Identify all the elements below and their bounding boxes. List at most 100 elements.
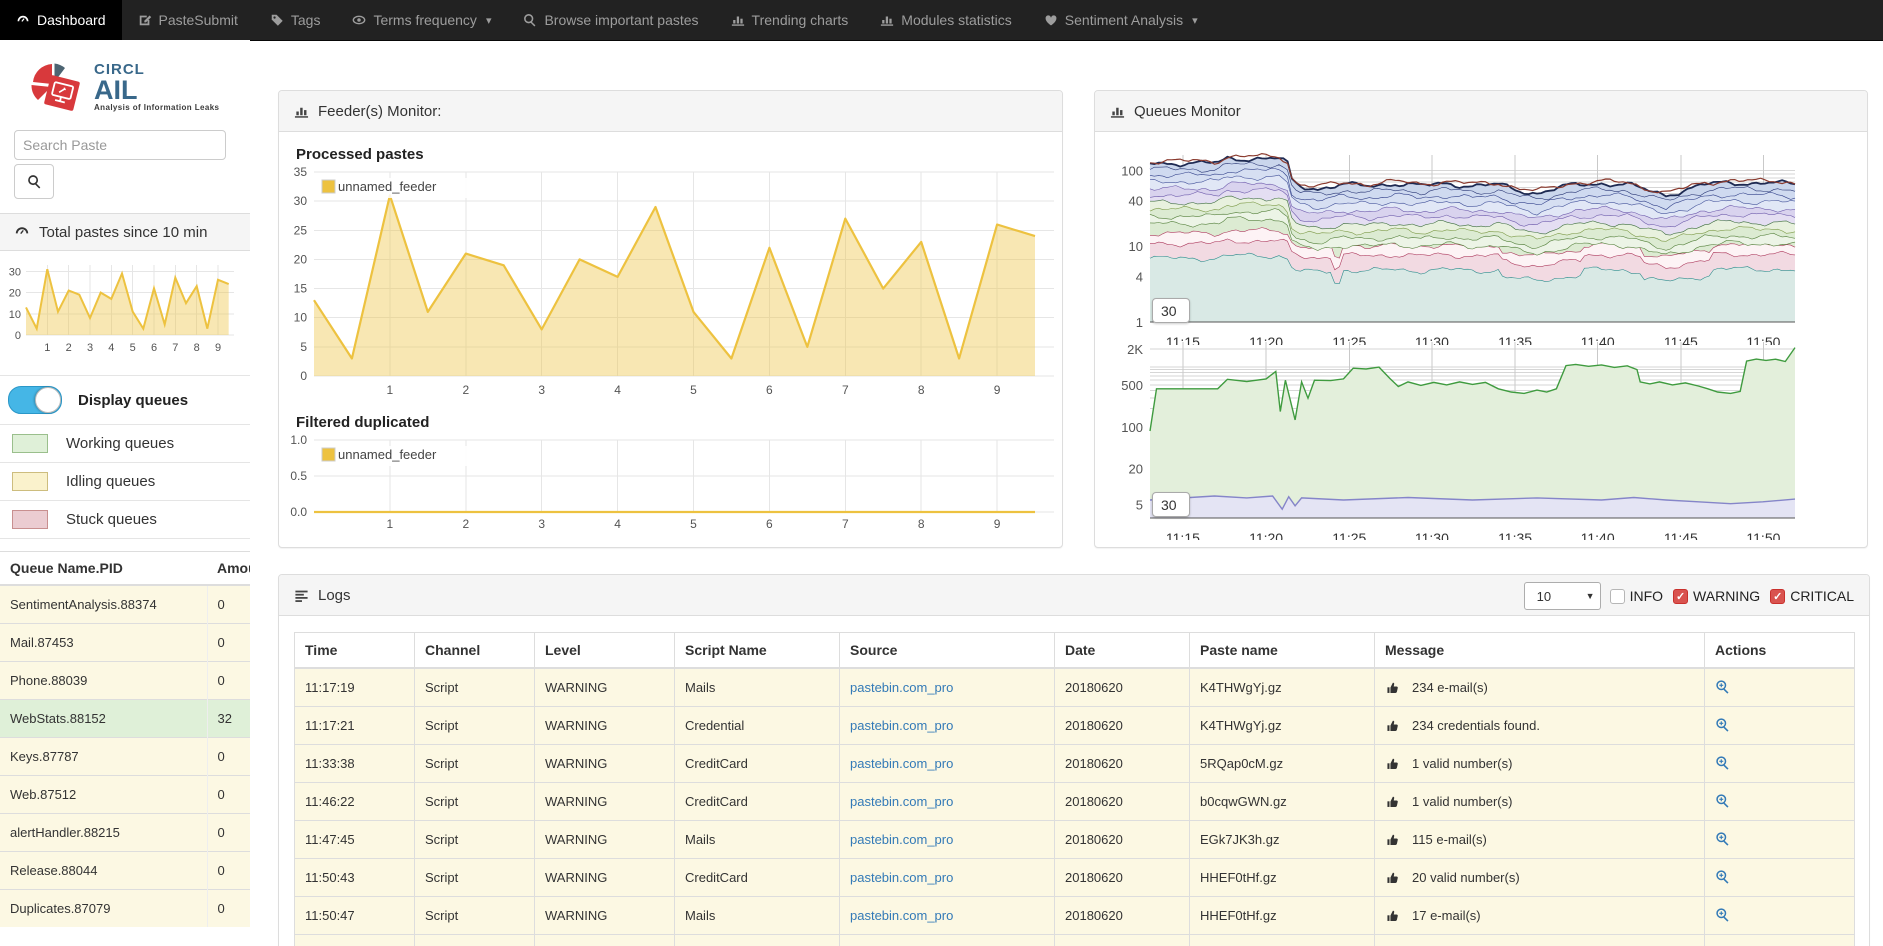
log-level: WARNING <box>534 667 675 707</box>
show-paste-button[interactable] <box>1715 793 1730 808</box>
range-selector-top[interactable]: 30 <box>1152 298 1190 323</box>
filter-critical[interactable]: ✓ CRITICAL <box>1770 588 1854 604</box>
log-time: 11:33:38 <box>294 744 415 783</box>
nav-item-terms-frequency[interactable]: Terms frequency ▾ <box>336 0 507 40</box>
svg-text:2: 2 <box>462 383 469 397</box>
svg-text:3: 3 <box>538 383 545 397</box>
log-channel: Script <box>414 667 535 707</box>
show-paste-button[interactable] <box>1715 755 1730 770</box>
log-level: WARNING <box>534 858 675 897</box>
show-paste-button[interactable] <box>1715 679 1730 694</box>
ail-logo-icon <box>26 58 84 116</box>
queues-rate-chart: 100 40 10 4 1 11:15 11:20 11:25 11:30 11:35 11:40 1… <box>1121 152 1796 345</box>
filter-warning[interactable]: ✓ WARNING <box>1673 588 1760 604</box>
nav-item-trending-charts[interactable]: Trending charts <box>715 0 865 40</box>
display-queues-label: Display queues <box>78 391 189 409</box>
caret-down-icon: ▼ <box>1585 591 1595 601</box>
log-source-link[interactable]: pastebin.com_pro <box>839 858 1055 897</box>
queue-row-phone-88039: Phone.88039 0 <box>0 661 250 700</box>
thumbs-up-icon <box>1385 908 1400 923</box>
queue-name: Keys.87787 <box>0 737 208 776</box>
logs-header-channel: Channel <box>414 632 535 669</box>
log-message: 114 valid number(s) <box>1374 934 1705 946</box>
log-paste-name: HHEF0tHf.gz <box>1189 858 1375 897</box>
svg-text:1: 1 <box>387 383 394 397</box>
caret-down-icon: ▾ <box>485 14 492 27</box>
log-source-link[interactable]: pastebin.com_pro <box>839 934 1055 946</box>
page-size-select[interactable]: 10 ▼ <box>1523 582 1601 610</box>
log-actions <box>1704 858 1855 897</box>
search-button[interactable] <box>14 164 54 199</box>
svg-text:9: 9 <box>215 342 221 354</box>
nav-item-sentiment-analysis[interactable]: Sentiment Analysis ▾ <box>1028 0 1214 40</box>
log-source-link[interactable]: pastebin.com_pro <box>839 706 1055 745</box>
log-actions <box>1704 744 1855 783</box>
search-icon <box>27 174 42 189</box>
svg-text:8: 8 <box>918 383 925 397</box>
show-paste-button[interactable] <box>1715 869 1730 884</box>
log-date: 20180620 <box>1054 858 1190 897</box>
log-actions <box>1704 820 1855 859</box>
legend-swatch <box>12 472 48 491</box>
svg-text:0: 0 <box>15 330 21 342</box>
logs-row: 11:50:43 Script WARNING CreditCard pastebin.… <box>294 858 1855 897</box>
svg-text:3: 3 <box>538 517 545 531</box>
legend-swatch <box>12 510 48 529</box>
queue-name: Phone.88039 <box>0 661 208 700</box>
queues-legend: Working queues Idling queues Stuck queues <box>0 425 250 539</box>
queue-amount: 0 <box>207 851 250 890</box>
checked-checkbox-icon[interactable]: ✓ <box>1673 588 1689 604</box>
show-paste-button[interactable] <box>1715 717 1730 732</box>
svg-text:2: 2 <box>462 517 469 531</box>
nav-item-pastesubmit[interactable]: PasteSubmit <box>122 0 254 40</box>
logo-line2: AIL <box>94 75 138 105</box>
range-selector-bottom[interactable]: 30 <box>1152 492 1190 517</box>
show-paste-button[interactable] <box>1715 907 1730 922</box>
svg-text:11:25: 11:25 <box>1332 334 1366 345</box>
log-channel: Script <box>414 744 535 783</box>
nav-item-dashboard[interactable]: Dashboard <box>0 0 122 40</box>
logs-header-actions: Actions <box>1704 632 1855 669</box>
queue-row-keys-87787: Keys.87787 0 <box>0 737 250 776</box>
queue-table-header-name: Queue Name.PID <box>0 551 207 586</box>
show-paste-button[interactable] <box>1715 831 1730 846</box>
nav-item-tags[interactable]: Tags <box>254 0 337 40</box>
checked-checkbox-icon[interactable]: ✓ <box>1770 588 1786 604</box>
log-source-link[interactable]: pastebin.com_pro <box>839 744 1055 783</box>
log-source-link[interactable]: pastebin.com_pro <box>839 896 1055 935</box>
zoom-in-icon <box>1715 717 1730 732</box>
log-source-link[interactable]: pastebin.com_pro <box>839 782 1055 821</box>
total-pastes-mini-chart: 30 20 10 0 1 2 3 4 5 6 7 8 9 <box>0 259 250 359</box>
queue-amount: 0 <box>207 623 250 662</box>
thumbs-up-icon <box>1385 794 1400 809</box>
log-date: 20180620 <box>1054 782 1190 821</box>
logo-subtitle: Analysis of Information Leaks <box>94 103 220 112</box>
log-paste-name: K4THWgYj.gz <box>1189 706 1375 745</box>
log-source-link[interactable]: pastebin.com_pro <box>839 667 1055 707</box>
log-paste-name: b0cqwGWN.gz <box>1189 782 1375 821</box>
nav-item-modules-statistics[interactable]: Modules statistics <box>864 0 1027 40</box>
log-time: 11:17:19 <box>294 667 415 707</box>
gauge-icon <box>16 13 30 27</box>
log-time: 11:46:22 <box>294 782 415 821</box>
nav-item-browse-important-pastes[interactable]: Browse important pastes <box>507 0 714 40</box>
page-size-value: 10 <box>1536 588 1552 604</box>
svg-text:0.5: 0.5 <box>290 469 307 483</box>
queue-name: Release.88044 <box>0 851 208 890</box>
queue-row-sentimentanalysis-88374: SentimentAnalysis.88374 0 <box>0 584 250 624</box>
svg-text:100: 100 <box>1121 420 1143 435</box>
svg-text:8: 8 <box>918 517 925 531</box>
display-queues-toggle[interactable] <box>8 386 62 414</box>
log-message: 115 e-mail(s) <box>1374 820 1705 859</box>
svg-text:2: 2 <box>66 342 72 354</box>
log-level: WARNING <box>534 820 675 859</box>
processed-pastes-chart: 35 30 25 20 15 10 5 0 1 2 3 4 5 6 7 8 9 unnamed_feeder <box>294 165 1054 397</box>
log-date: 20180620 <box>1054 820 1190 859</box>
log-source-link[interactable]: pastebin.com_pro <box>839 820 1055 859</box>
unchecked-checkbox-icon[interactable] <box>1609 588 1625 604</box>
search-paste-input[interactable] <box>14 130 226 160</box>
log-date: 20180620 <box>1054 896 1190 935</box>
logs-row: 11:46:22 Script WARNING CreditCard pastebin.… <box>294 782 1855 821</box>
svg-text:11:40: 11:40 <box>1581 530 1615 540</box>
filter-info[interactable]: INFO <box>1609 588 1663 604</box>
